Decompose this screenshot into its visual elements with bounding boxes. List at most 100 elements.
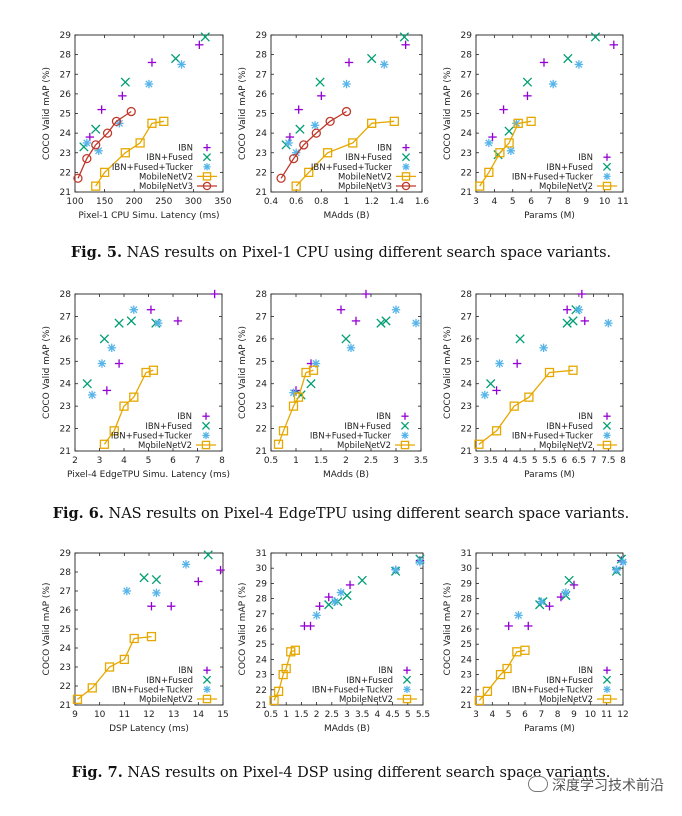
data-point-ibn (504, 621, 513, 631)
data-point-ibn (569, 580, 579, 590)
data-point-tucker (82, 138, 92, 148)
data-point-mnv2 (502, 663, 512, 674)
data-point-tucker (480, 390, 490, 400)
legend-marker-fused (400, 421, 410, 430)
data-point-mnv2 (273, 686, 284, 696)
legend: IBNIBN+FusedIBN+Fused+TuckerMobileNetV2M… (311, 144, 416, 192)
x-tick-label: 3 (97, 456, 103, 466)
data-point-mnv2 (348, 138, 358, 148)
data-point-tucker (539, 343, 548, 353)
watermark: 深度学习技术前沿 (528, 775, 664, 795)
y-tick-label: 26 (256, 625, 268, 635)
data-point-mnv2 (99, 167, 110, 178)
data-point-mnv2 (474, 439, 484, 449)
caption-label: Fig. 5. (70, 244, 123, 261)
x-tick-label: 6 (522, 710, 528, 720)
data-point-tucker (537, 597, 546, 606)
x-tick-label: 11 (601, 710, 612, 720)
y-tick-label: 26 (256, 335, 268, 345)
series-line-mnv2 (103, 369, 154, 445)
chart-panel-7: 21 22 23 24 25 26 27 28 29 9 10 11 12 13 14 15 DSP Laten… (42, 549, 229, 734)
data-point-mnv2 (475, 181, 485, 191)
y-tick-label: 28 (461, 595, 473, 605)
data-point-mnv3 (288, 153, 299, 164)
x-tick-label: 14 (193, 710, 205, 720)
caption-text: NAS results on Pixel-1 CPU using differe… (126, 245, 612, 261)
x-axis-label: MAdds (B) (323, 470, 369, 480)
caption-label: Fig. 7. (71, 764, 123, 781)
x-tick-label: 12 (143, 710, 154, 720)
data-point-ibn (118, 91, 127, 101)
x-tick-label: 9 (72, 710, 78, 720)
data-point-mnv3 (111, 116, 122, 126)
y-tick-label: 25 (60, 110, 71, 120)
legend-label-fused: IBN+Fused (345, 153, 392, 163)
x-tick-label: 4 (489, 710, 495, 720)
data-point-ibn (523, 91, 532, 101)
x-tick-label: 4 (375, 710, 381, 720)
legend-label-fused: IBN+Fused (344, 422, 391, 432)
y-tick-label: 25 (461, 357, 472, 367)
y-tick-label: 22 (256, 686, 267, 696)
x-tick-label: 8 (565, 197, 571, 207)
data-point-mnv2 (526, 116, 536, 126)
data-point-tucker (484, 138, 494, 148)
y-tick-label: 24 (461, 380, 473, 390)
x-tick-label: 300 (185, 197, 202, 207)
legend-marker-mnv3 (202, 181, 212, 191)
x-tick-label: 3.5 (484, 456, 498, 466)
data-point-mnv2 (491, 426, 502, 436)
caption-fig6: Fig. 6. NAS results on Pixel-4 EdgeTPU u… (0, 505, 682, 522)
data-point-mnv2 (269, 695, 279, 706)
legend-marker-tucker (202, 431, 210, 439)
y-tick-label: 22 (461, 686, 472, 696)
y-tick-label: 21 (60, 701, 71, 711)
legend-marker-tucker (603, 431, 611, 439)
legend-label-ibn: IBN (178, 666, 193, 676)
y-axis-label: COCO Valid mAP (%) (443, 326, 453, 419)
data-point-ibn (336, 305, 346, 314)
y-tick-label: 25 (256, 110, 267, 120)
data-point-ibn (102, 386, 112, 395)
y-tick-label: 26 (461, 625, 473, 635)
legend-label-tucker: IBN+Fused+Tucker (112, 163, 194, 173)
legend-marker-mnv2 (201, 440, 211, 450)
y-tick-label: 27 (60, 312, 71, 322)
data-point-tucker (284, 138, 293, 148)
data-point-fused (515, 334, 525, 344)
series-line-mnv2 (95, 120, 164, 187)
data-point-mnv2 (273, 439, 284, 449)
data-point-mnv2 (148, 365, 159, 375)
x-tick-label: 4 (503, 456, 509, 466)
data-point-tucker (391, 565, 400, 574)
data-point-mnv2 (544, 367, 555, 378)
legend-label-mnv2: MobileNetV2 (337, 441, 391, 451)
legend-label-mnv2: MobileNetV2 (539, 695, 593, 705)
y-tick-label: 23 (60, 149, 71, 159)
data-point-mnv2 (87, 683, 97, 693)
legend-marker-fused (402, 675, 412, 684)
data-point-fused (486, 379, 496, 389)
x-tick-label: 0.5 (264, 710, 278, 720)
data-point-mnv2 (504, 138, 514, 148)
data-point-mnv2 (135, 138, 145, 148)
x-tick-label: 2 (343, 456, 349, 466)
data-point-tucker (152, 588, 161, 598)
data-point-mnv3 (325, 116, 335, 126)
y-tick-label: 27 (60, 70, 71, 80)
legend-label-tucker: IBN+Fused+Tucker (512, 685, 594, 695)
legend-marker-ibn (603, 666, 611, 674)
y-tick-label: 22 (256, 168, 267, 178)
data-point-ibn (306, 621, 315, 631)
legend-marker-tucker (603, 685, 611, 693)
data-point-mnv2 (120, 148, 130, 158)
data-point-mnv3 (102, 128, 113, 138)
x-tick-label: 11 (617, 197, 628, 207)
data-point-mnv2 (304, 167, 314, 178)
legend-marker-fused (401, 153, 411, 162)
legend-label-fused: IBN+Fused (346, 676, 393, 686)
data-point-ibn (294, 105, 303, 114)
